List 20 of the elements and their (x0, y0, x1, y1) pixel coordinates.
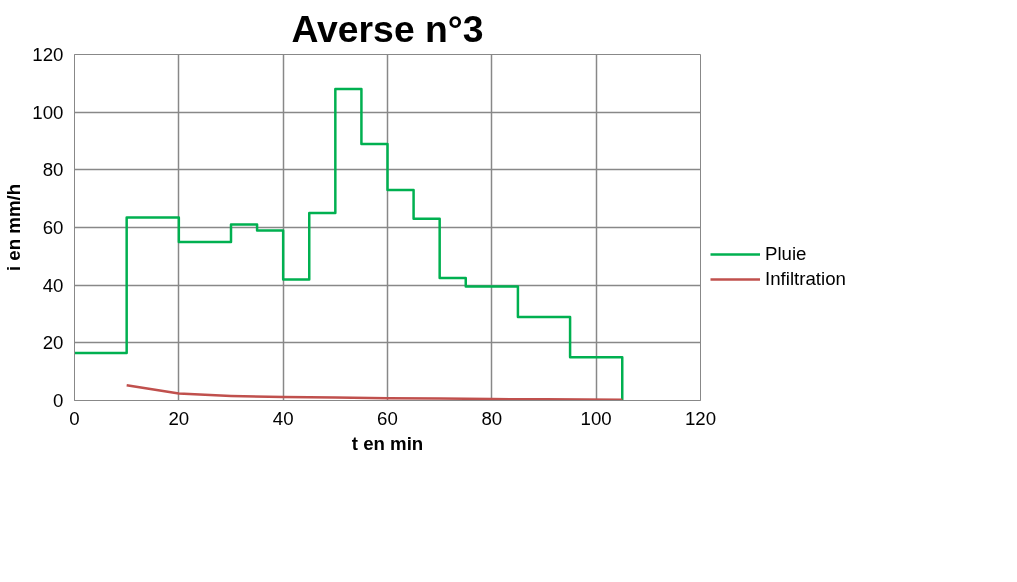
line-series (125, 383, 624, 401)
x-tick-label: 40 (272, 407, 294, 429)
y-tick-label: 20 (42, 332, 64, 354)
x-axis-title: t en min (351, 432, 424, 454)
y-tick-label: 0 (53, 390, 64, 411)
legend-label: Infiltration (765, 268, 846, 290)
y-tick-label: 80 (42, 159, 64, 181)
legend-label: Pluie (765, 243, 807, 265)
x-tick-label: 60 (377, 407, 398, 429)
y-axis-title: i en mm/h (3, 183, 25, 272)
chart-title: Averse n°3 (291, 7, 484, 50)
x-tick-label: 20 (168, 407, 190, 429)
x-tick-label: 0 (69, 407, 80, 429)
y-tick-label: 120 (32, 44, 64, 65)
y-tick-label: 60 (42, 217, 64, 238)
x-tick-label: 120 (684, 407, 717, 429)
y-tick-label: 100 (32, 101, 64, 123)
x-tick-label: 100 (580, 407, 612, 429)
y-tick-label: 40 (42, 274, 64, 296)
x-tick-label: 80 (481, 407, 503, 429)
